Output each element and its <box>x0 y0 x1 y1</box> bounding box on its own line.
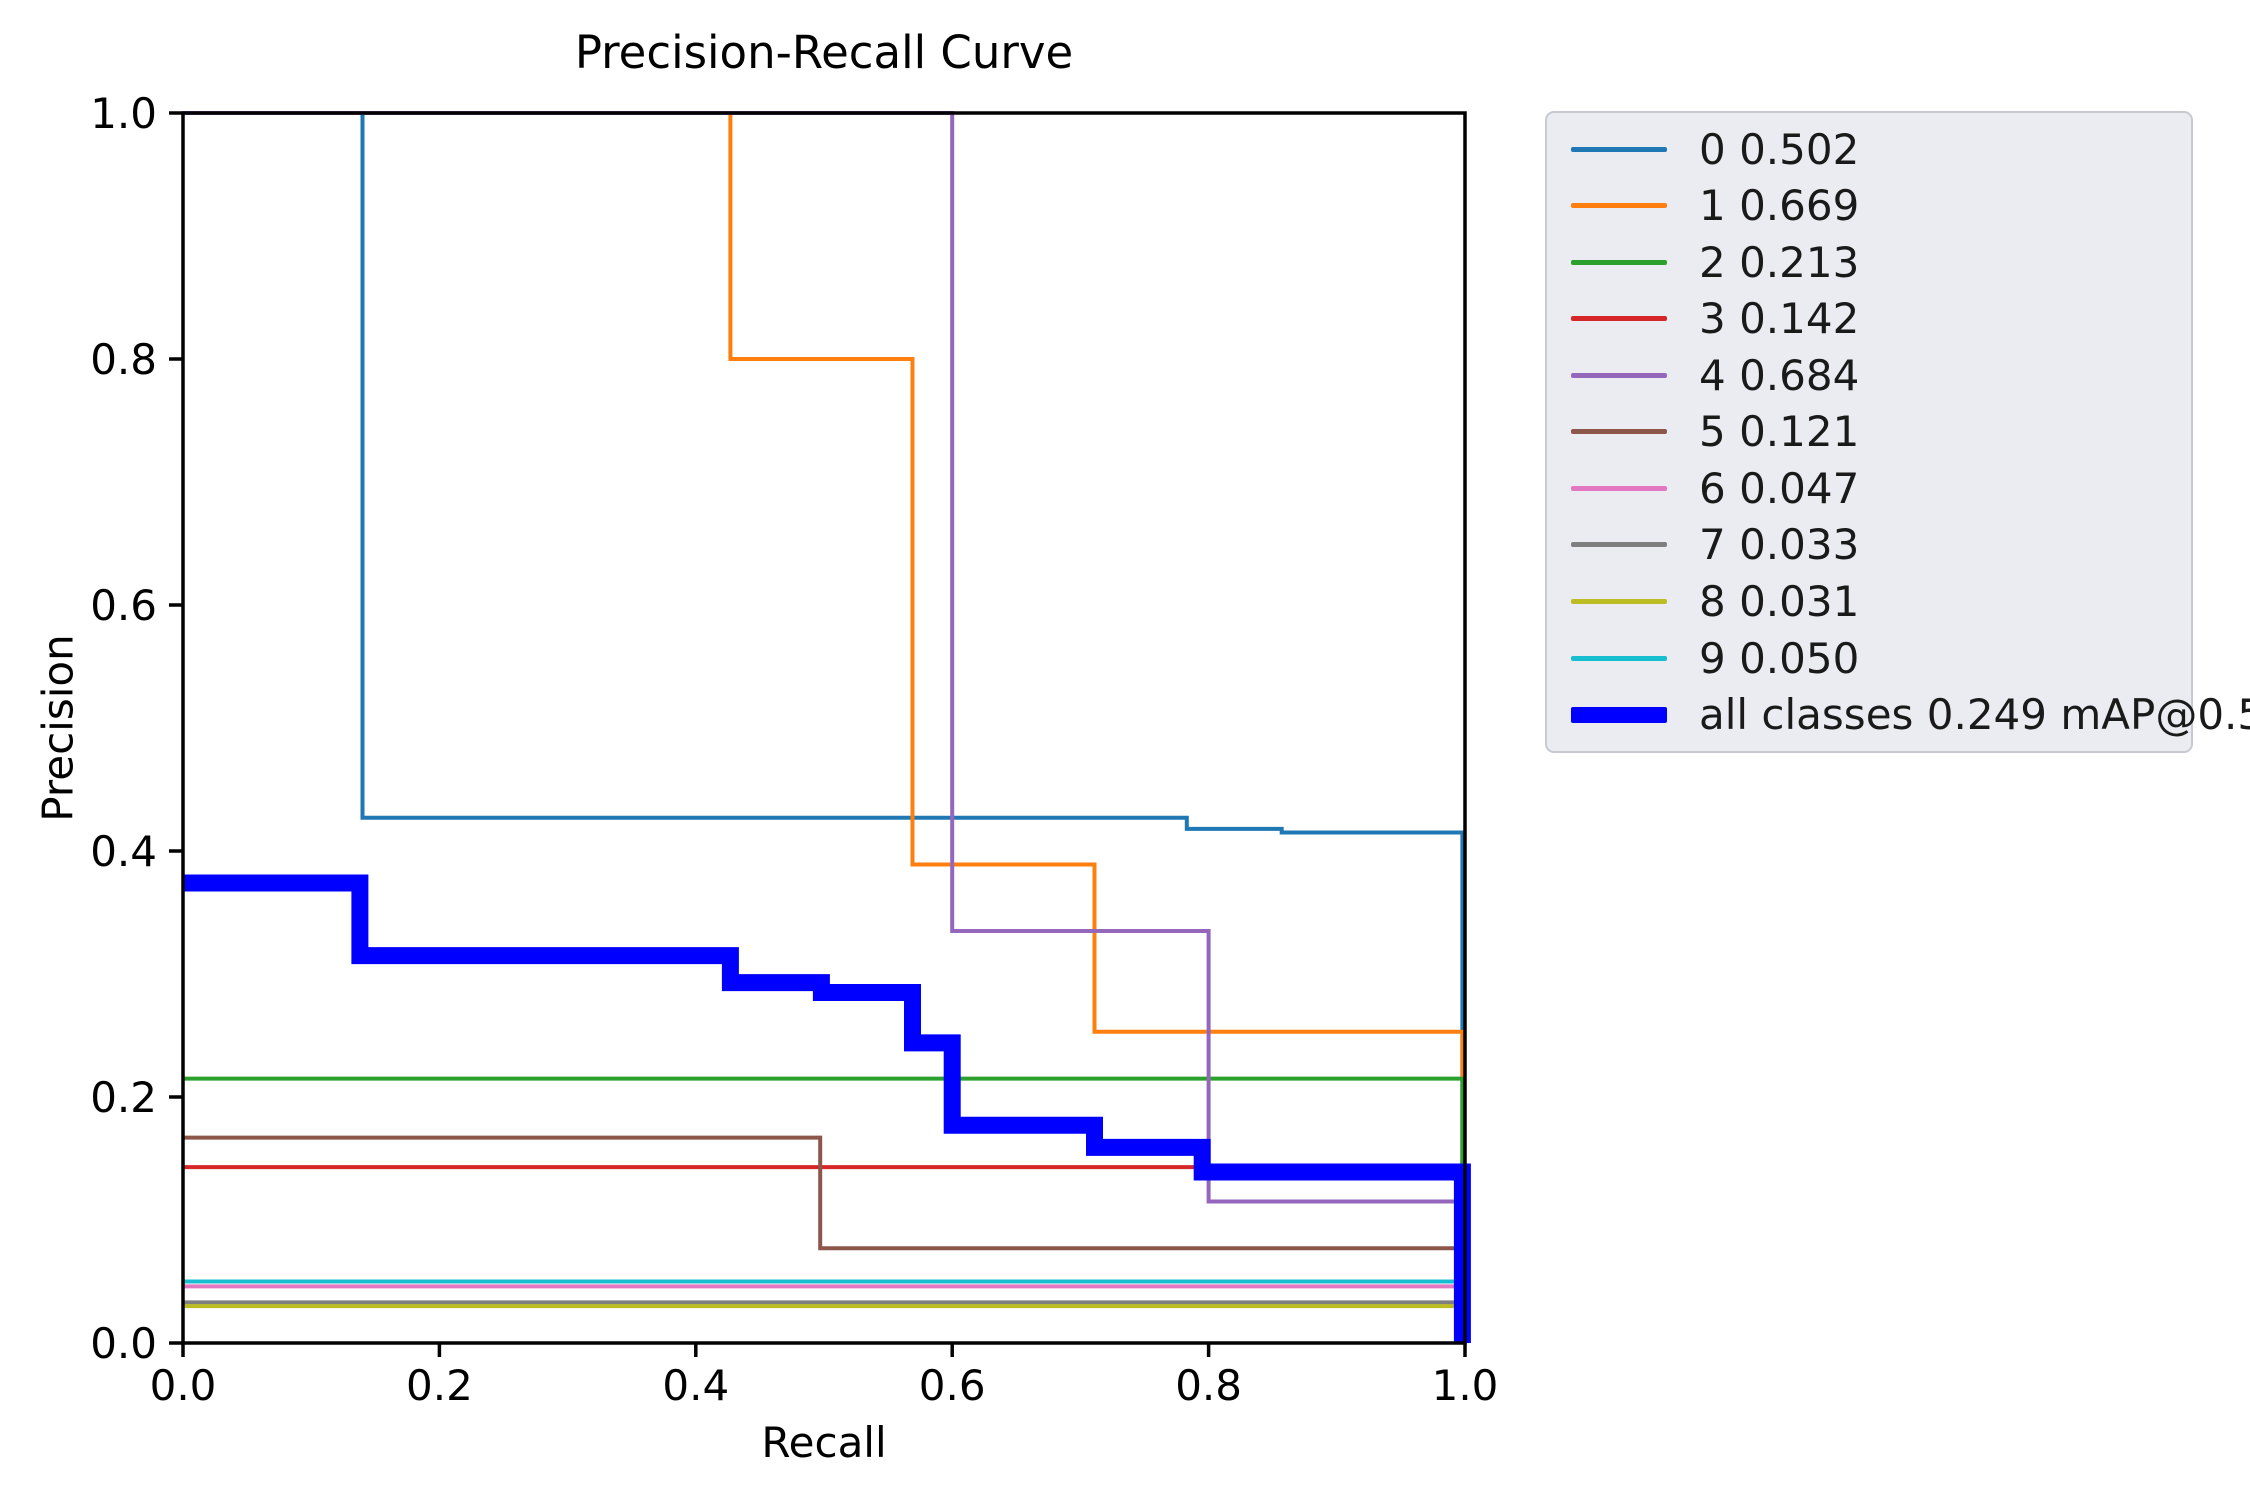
x-tick-label: 0.6 <box>919 1361 986 1410</box>
chart-title: Precision-Recall Curve <box>574 26 1074 79</box>
legend-entry-8: 8 0.031 <box>1547 575 2191 629</box>
legend-entry-1: 1 0.669 <box>1547 179 2191 233</box>
x-tick-label: 0.0 <box>150 1361 217 1410</box>
legend-entry-9: 9 0.050 <box>1547 631 2191 685</box>
y-tick-label: 0.8 <box>90 335 157 384</box>
pr-curve-class-0 <box>183 111 1465 1343</box>
legend-line-sample <box>1571 259 1667 265</box>
x-axis-label: Recall <box>761 1418 887 1467</box>
legend-label: 2 0.213 <box>1699 237 1860 287</box>
pr-curve-class-all <box>183 874 1471 1343</box>
legend-label: 8 0.031 <box>1699 577 1860 627</box>
pr-curve-class-4 <box>183 111 1465 1343</box>
legend-line-sample <box>1571 203 1667 209</box>
legend-line-sample <box>1571 316 1667 322</box>
legend-entry-all: all classes 0.249 mAP@0.5 <box>1547 688 2250 742</box>
legend-label: 9 0.050 <box>1699 633 1860 683</box>
legend-line-sample <box>1571 655 1667 661</box>
legend-label: all classes 0.249 mAP@0.5 <box>1699 690 2250 740</box>
legend-label: 3 0.142 <box>1699 294 1860 344</box>
legend-entry-7: 7 0.033 <box>1547 518 2191 572</box>
legend-entry-2: 2 0.213 <box>1547 235 2191 289</box>
y-axis-label: Precision <box>33 634 83 822</box>
pr-curve-class-6 <box>183 1284 1465 1343</box>
legend-line-sample <box>1571 372 1667 378</box>
y-tick-label: 1.0 <box>90 89 157 138</box>
pr-curve-class-7 <box>183 1300 1465 1343</box>
legend-line-sample <box>1571 485 1667 491</box>
legend-label: 4 0.684 <box>1699 350 1860 400</box>
y-tick-label: 0.2 <box>90 1073 157 1122</box>
x-tick-label: 1.0 <box>1432 1361 1499 1410</box>
legend-label: 5 0.121 <box>1699 407 1860 457</box>
x-tick-label: 0.4 <box>662 1361 729 1410</box>
plot-border <box>181 111 1467 1345</box>
pr-curve-class-9 <box>183 1279 1465 1343</box>
legend-entry-3: 3 0.142 <box>1547 292 2191 346</box>
legend-label: 1 0.669 <box>1699 181 1860 231</box>
legend-line-sample <box>1571 599 1667 605</box>
legend-line-sample <box>1571 429 1667 435</box>
legend-line-sample <box>1571 146 1667 152</box>
legend-box: 0 0.502 1 0.669 2 0.213 3 0.142 4 0.684 5 0.1… <box>1545 111 2250 753</box>
y-tick-label: 0.6 <box>90 581 157 630</box>
legend-entry-6: 6 0.047 <box>1547 461 2191 515</box>
pr-curve-class-3 <box>183 1165 1465 1343</box>
pr-curve-class-8 <box>183 1304 1465 1343</box>
legend-label: 6 0.047 <box>1699 463 1860 513</box>
legend-line-sample <box>1571 542 1667 548</box>
y-tick-label: 0.0 <box>90 1319 157 1368</box>
legend-entry-4: 4 0.684 <box>1547 348 2191 402</box>
pr-curve-class-1 <box>183 111 1465 1343</box>
x-tick-label: 0.8 <box>1175 1361 1242 1410</box>
legend-line-sample <box>1571 706 1667 723</box>
legend-entry-5: 5 0.121 <box>1547 405 2191 459</box>
legend-label: 0 0.502 <box>1699 124 1860 174</box>
x-tick-label: 0.2 <box>406 1361 473 1410</box>
legend-entry-0: 0 0.502 <box>1547 122 2191 176</box>
legend-label: 7 0.033 <box>1699 520 1860 570</box>
y-tick-label: 0.4 <box>90 827 157 876</box>
